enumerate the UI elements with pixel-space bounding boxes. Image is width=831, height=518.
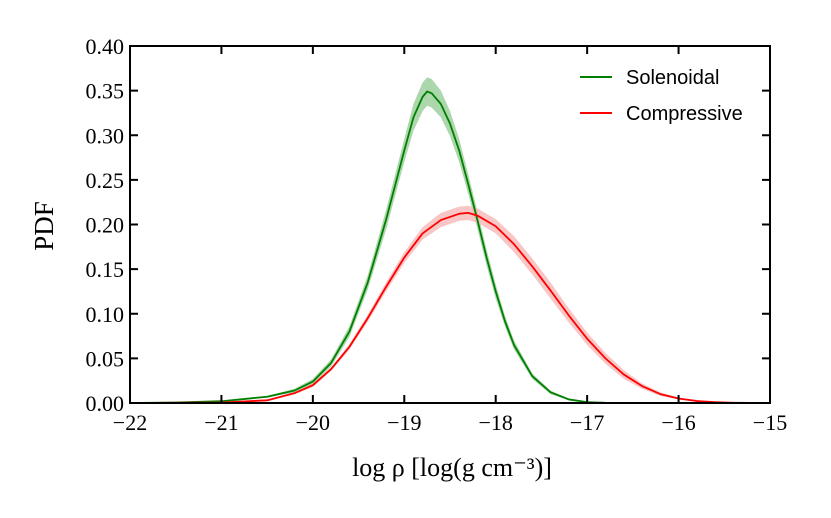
solenoidal-band [130,77,633,404]
y-tick-label: 0.05 [86,346,125,371]
legend-label-solenoidal: Solenoidal [626,67,719,89]
solenoidal-line [129,90,633,404]
y-tick-label: 0.25 [86,168,125,193]
x-tick-label: −21 [204,410,238,435]
y-tick-label: 0.15 [86,257,125,282]
x-tick-label: −15 [753,410,787,435]
y-tick-label: 0.35 [86,79,125,104]
x-axis-label: log ρ [log(g cm⁻³)] [352,453,552,482]
y-tick-label: 0.40 [86,34,125,59]
legend-label-compressive: Compressive [626,103,743,125]
x-tick-label: −17 [570,410,604,435]
x-tick-label: −19 [387,410,421,435]
y-tick-label: 0.00 [86,391,125,416]
x-tick-label: −16 [661,410,695,435]
x-tick-label: −22 [113,410,147,435]
compressive-line [129,212,771,404]
y-tick-label: 0.10 [86,302,125,327]
y-tick-label: 0.30 [86,123,125,148]
axis-ticks: −22 −21 −20 −19 −18 −17 −16 −15 0.00 0.05 0.10 0.15… [86,34,788,435]
legend: Solenoidal Compressive [580,67,743,125]
confidence-bands [130,77,770,404]
y-axis-label: PDF [29,201,59,251]
x-tick-label: −20 [296,410,330,435]
plot-frame [129,45,771,404]
series-lines [129,90,771,404]
x-tick-label: −18 [479,410,513,435]
compressive-band [130,205,770,403]
y-tick-label: 0.20 [86,213,125,238]
